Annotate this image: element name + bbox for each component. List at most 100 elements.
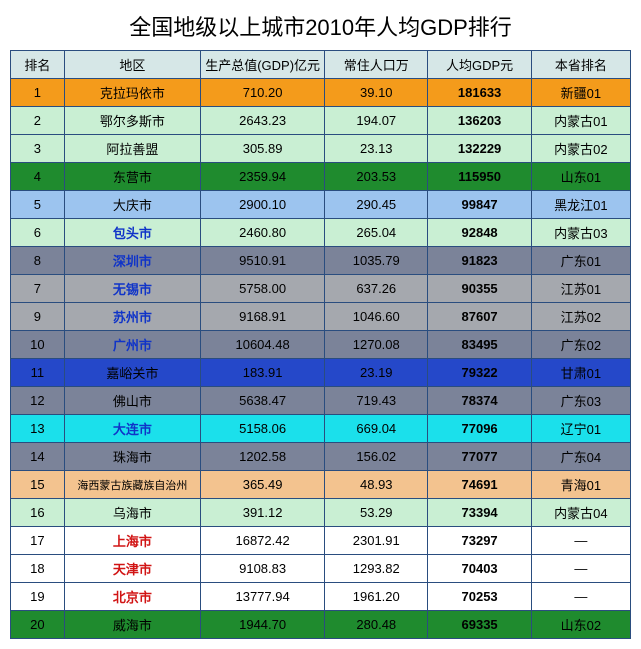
cell-rank: 20: [11, 611, 65, 639]
cell-pop: 194.07: [325, 107, 428, 135]
col-region: 地区: [64, 51, 200, 79]
cell-pcgdp: 83495: [428, 331, 531, 359]
cell-prov: 江苏01: [531, 275, 630, 303]
table-row: 4东营市2359.94203.53115950山东01: [11, 163, 631, 191]
cell-prov: —: [531, 555, 630, 583]
cell-region: 乌海市: [64, 499, 200, 527]
cell-pcgdp: 70253: [428, 583, 531, 611]
table-row: 9苏州市9168.911046.6087607江苏02: [11, 303, 631, 331]
table-row: 13大连市5158.06669.0477096辽宁01: [11, 415, 631, 443]
cell-gdp: 9168.91: [201, 303, 325, 331]
cell-gdp: 183.91: [201, 359, 325, 387]
cell-region: 大连市: [64, 415, 200, 443]
table-row: 16乌海市391.1253.2973394内蒙古04: [11, 499, 631, 527]
table-row: 6包头市2460.80265.0492848内蒙古03: [11, 219, 631, 247]
cell-rank: 7: [11, 275, 65, 303]
cell-gdp: 2900.10: [201, 191, 325, 219]
cell-gdp: 2643.23: [201, 107, 325, 135]
cell-rank: 10: [11, 331, 65, 359]
cell-pop: 23.13: [325, 135, 428, 163]
cell-region: 天津市: [64, 555, 200, 583]
cell-pcgdp: 87607: [428, 303, 531, 331]
cell-rank: 14: [11, 443, 65, 471]
cell-gdp: 1202.58: [201, 443, 325, 471]
cell-pcgdp: 132229: [428, 135, 531, 163]
cell-region: 北京市: [64, 583, 200, 611]
cell-pcgdp: 115950: [428, 163, 531, 191]
cell-rank: 5: [11, 191, 65, 219]
cell-prov: 黑龙江01: [531, 191, 630, 219]
cell-pcgdp: 181633: [428, 79, 531, 107]
cell-pcgdp: 73394: [428, 499, 531, 527]
cell-region: 包头市: [64, 219, 200, 247]
cell-pop: 1270.08: [325, 331, 428, 359]
cell-prov: 江苏02: [531, 303, 630, 331]
table-row: 5大庆市2900.10290.4599847黑龙江01: [11, 191, 631, 219]
cell-rank: 9: [11, 303, 65, 331]
cell-gdp: 710.20: [201, 79, 325, 107]
cell-pop: 156.02: [325, 443, 428, 471]
cell-gdp: 305.89: [201, 135, 325, 163]
cell-pop: 669.04: [325, 415, 428, 443]
table-row: 18天津市9108.831293.8270403—: [11, 555, 631, 583]
cell-rank: 19: [11, 583, 65, 611]
col-pop: 常住人口万: [325, 51, 428, 79]
cell-pcgdp: 92848: [428, 219, 531, 247]
table-row: 2鄂尔多斯市2643.23194.07136203内蒙古01: [11, 107, 631, 135]
cell-pcgdp: 136203: [428, 107, 531, 135]
cell-region: 威海市: [64, 611, 200, 639]
table-row: 19北京市13777.941961.2070253—: [11, 583, 631, 611]
cell-rank: 2: [11, 107, 65, 135]
table-row: 17上海市16872.422301.9173297—: [11, 527, 631, 555]
cell-prov: 新疆01: [531, 79, 630, 107]
cell-pop: 290.45: [325, 191, 428, 219]
cell-gdp: 5158.06: [201, 415, 325, 443]
cell-prov: —: [531, 527, 630, 555]
cell-prov: 内蒙古03: [531, 219, 630, 247]
cell-region: 大庆市: [64, 191, 200, 219]
cell-pcgdp: 74691: [428, 471, 531, 499]
cell-prov: —: [531, 583, 630, 611]
cell-pop: 719.43: [325, 387, 428, 415]
cell-region: 苏州市: [64, 303, 200, 331]
cell-prov: 山东02: [531, 611, 630, 639]
cell-pop: 265.04: [325, 219, 428, 247]
cell-pop: 1046.60: [325, 303, 428, 331]
table-row: 12佛山市5638.47719.4378374广东03: [11, 387, 631, 415]
cell-rank: 4: [11, 163, 65, 191]
cell-gdp: 365.49: [201, 471, 325, 499]
cell-gdp: 2359.94: [201, 163, 325, 191]
cell-rank: 12: [11, 387, 65, 415]
cell-pcgdp: 90355: [428, 275, 531, 303]
cell-pcgdp: 79322: [428, 359, 531, 387]
cell-region: 珠海市: [64, 443, 200, 471]
cell-pcgdp: 99847: [428, 191, 531, 219]
cell-gdp: 2460.80: [201, 219, 325, 247]
cell-rank: 11: [11, 359, 65, 387]
table-row: 3阿拉善盟305.8923.13132229内蒙古02: [11, 135, 631, 163]
cell-prov: 广东02: [531, 331, 630, 359]
cell-gdp: 1944.70: [201, 611, 325, 639]
cell-pop: 2301.91: [325, 527, 428, 555]
cell-pcgdp: 70403: [428, 555, 531, 583]
col-gdp: 生产总值(GDP)亿元: [201, 51, 325, 79]
table-row: 20威海市1944.70280.4869335山东02: [11, 611, 631, 639]
cell-region: 嘉峪关市: [64, 359, 200, 387]
cell-pop: 1035.79: [325, 247, 428, 275]
page-title: 全国地级以上城市2010年人均GDP排行: [0, 0, 641, 50]
cell-rank: 13: [11, 415, 65, 443]
cell-region: 鄂尔多斯市: [64, 107, 200, 135]
cell-prov: 广东01: [531, 247, 630, 275]
cell-pop: 637.26: [325, 275, 428, 303]
cell-rank: 8: [11, 247, 65, 275]
table-row: 1克拉玛依市710.2039.10181633新疆01: [11, 79, 631, 107]
cell-pcgdp: 91823: [428, 247, 531, 275]
cell-pop: 23.19: [325, 359, 428, 387]
cell-gdp: 16872.42: [201, 527, 325, 555]
table-header-row: 排名 地区 生产总值(GDP)亿元 常住人口万 人均GDP元 本省排名: [11, 51, 631, 79]
cell-pcgdp: 78374: [428, 387, 531, 415]
cell-pcgdp: 77077: [428, 443, 531, 471]
cell-prov: 内蒙古04: [531, 499, 630, 527]
cell-pcgdp: 73297: [428, 527, 531, 555]
table-row: 7无锡市5758.00637.2690355江苏01: [11, 275, 631, 303]
